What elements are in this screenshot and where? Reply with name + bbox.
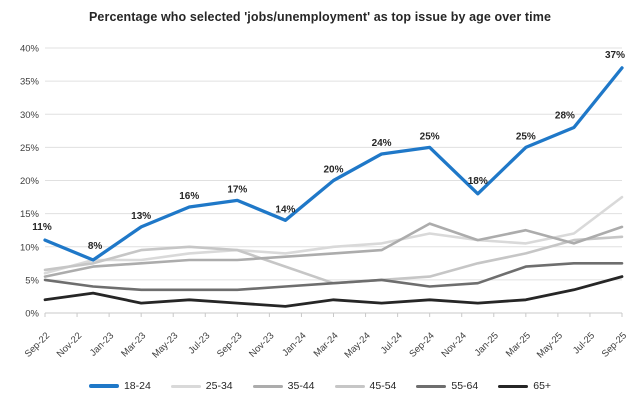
x-axis-tick-label: Mar-23 (119, 330, 148, 359)
y-axis-tick-label: 5% (25, 275, 39, 286)
legend-item-55-64: 55-64 (416, 380, 478, 392)
chart-title: Percentage who selected 'jobs/unemployme… (89, 10, 551, 24)
data-label: 14% (275, 204, 295, 215)
legend-swatch-25-34 (170, 384, 201, 388)
data-label: 11% (32, 222, 52, 233)
y-axis-tick-label: 40% (20, 44, 40, 55)
x-axis-tick-label: Sep-23 (215, 330, 244, 359)
x-axis-tick-label: Nov-24 (439, 330, 468, 359)
y-axis-tick-label: 25% (20, 143, 40, 154)
x-axis-tick-label: Mar-25 (504, 330, 533, 359)
x-axis-tick-label: Jan-25 (473, 330, 501, 358)
x-axis-tick-label: Jan-24 (280, 330, 308, 358)
series-line-18-24 (43, 66, 624, 262)
data-label: 24% (372, 138, 392, 149)
legend: 18-24 25-34 35-44 45-54 55-64 65+ (0, 380, 640, 392)
x-axis-tick-label: Jul-25 (571, 330, 597, 356)
y-axis-tick-label: 30% (20, 110, 40, 121)
legend-label: 55-64 (451, 380, 479, 392)
y-axis-tick-label: 35% (20, 77, 40, 88)
legend-swatch-55-64 (416, 384, 447, 388)
series-line-65+ (43, 275, 624, 308)
data-label: 17% (227, 184, 247, 195)
legend-label: 45-54 (369, 380, 397, 392)
series-line-25-34 (43, 195, 624, 275)
legend-item-35-44: 35-44 (252, 380, 315, 392)
x-axis-tick-label: Sep-22 (23, 330, 52, 359)
data-label: 20% (323, 165, 343, 176)
x-axis-tick-label: Nov-22 (55, 330, 84, 359)
x-axis-tick-label: May-24 (342, 330, 372, 360)
legend-item-25-34: 25-34 (170, 380, 233, 392)
series-line-35-44 (43, 222, 624, 278)
data-label: 18% (468, 176, 488, 187)
data-label: 37% (605, 50, 625, 61)
y-axis-tick-label: 15% (20, 209, 40, 220)
x-axis-tick-label: Sep-24 (407, 330, 436, 359)
legend-swatch-45-54 (334, 384, 365, 388)
x-axis-tick-label: Jul-24 (379, 330, 405, 356)
data-label: 13% (131, 211, 151, 222)
legend-item-18-24: 18-24 (88, 380, 151, 392)
y-axis-tick-label: 0% (25, 309, 39, 320)
data-label: 16% (179, 191, 199, 202)
data-label: 25% (420, 131, 440, 142)
x-axis-tick-label: Jan-23 (88, 330, 116, 358)
legend-label: 18-24 (123, 380, 151, 392)
legend-swatch-65+ (498, 384, 529, 388)
data-label: 25% (516, 131, 536, 142)
data-label: 28% (555, 111, 575, 122)
data-label: 8% (88, 241, 103, 252)
legend-label: 35-44 (287, 380, 315, 392)
x-axis-tick-label: May-23 (150, 330, 180, 360)
legend-item-65+: 65+ (498, 380, 551, 392)
y-axis-tick-label: 20% (20, 176, 40, 187)
x-axis-tick-label: Nov-23 (247, 330, 276, 359)
legend-label: 25-34 (205, 380, 233, 392)
x-axis-tick-label: Jul-23 (186, 330, 212, 356)
x-axis-tick-label: Sep-25 (600, 330, 629, 359)
y-axis-tick-label: 10% (20, 242, 40, 253)
legend-swatch-18-24 (88, 384, 119, 388)
series-line-55-64 (43, 261, 624, 292)
x-axis-tick-label: May-25 (535, 330, 565, 360)
x-axis-tick-label: Mar-24 (312, 330, 341, 359)
legend-item-45-54: 45-54 (334, 380, 397, 392)
legend-label: 65+ (533, 380, 552, 392)
legend-swatch-35-44 (252, 384, 283, 388)
